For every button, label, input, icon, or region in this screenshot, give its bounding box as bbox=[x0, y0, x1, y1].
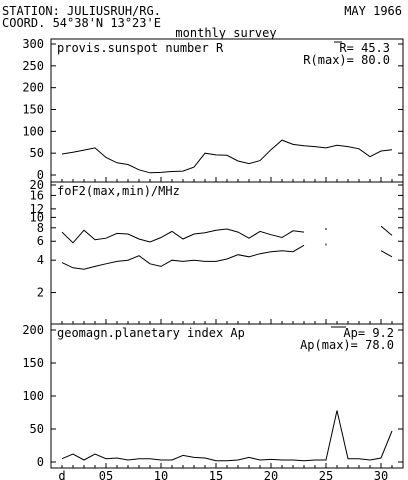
fof2-ytick-label: 16 bbox=[30, 188, 44, 202]
fof2-series-1-line bbox=[380, 225, 393, 236]
ap-xtick-label: 10 bbox=[154, 469, 168, 480]
sunspot-ytick-label: 50 bbox=[30, 146, 44, 160]
ap-ytick-label: 200 bbox=[22, 323, 44, 337]
sunspot-ytick-label: 250 bbox=[22, 59, 44, 73]
ap-xtick-label: 30 bbox=[374, 469, 388, 480]
ap-xtick-label: 25 bbox=[319, 469, 333, 480]
fof2-ytick-label: 8 bbox=[37, 221, 44, 235]
fof2-series-2-point bbox=[325, 243, 327, 246]
ap-series-1-line bbox=[61, 410, 393, 462]
fof2-series-1-line bbox=[61, 228, 305, 244]
ap-panel-title: geomagn.planetary index Ap bbox=[57, 326, 245, 340]
sunspot-ytick-label: 0 bbox=[37, 168, 44, 182]
coord-label: COORD. 54°38'N 13°23'E bbox=[2, 16, 161, 30]
fof2-ytick-label: 6 bbox=[37, 234, 44, 248]
sunspot-ytick-label: 200 bbox=[22, 81, 44, 95]
ap-max-stat: Ap(max)= 78.0 bbox=[300, 338, 394, 352]
subtitle-label: monthly survey bbox=[175, 26, 276, 40]
ap-mean-stat: Ap= 9.2 bbox=[343, 326, 394, 340]
fof2-ytick-label: 20 bbox=[30, 178, 44, 192]
sunspot-ytick-label: 300 bbox=[22, 37, 44, 51]
fof2-series-2-line bbox=[380, 250, 393, 258]
fof2-ytick-label: 4 bbox=[37, 253, 44, 267]
ap-ytick-label: 100 bbox=[22, 389, 44, 403]
station-label: STATION: JULIUSRUH/RG. bbox=[2, 4, 161, 18]
sunspot-ytick-label: 150 bbox=[22, 103, 44, 117]
ap-ytick-label: 0 bbox=[37, 455, 44, 469]
fof2-ytick-label: 12 bbox=[30, 202, 44, 216]
sunspot-panel-title: provis.sunspot number R bbox=[57, 41, 224, 55]
ap-xtick-label: 20 bbox=[264, 469, 278, 480]
fof2-panel-frame bbox=[50, 181, 404, 325]
fof2-series-2-line bbox=[61, 244, 305, 270]
ap-xtick-label: d bbox=[58, 469, 65, 480]
fof2-ytick-label: 10 bbox=[30, 210, 44, 224]
sunspot-series-1-line bbox=[61, 139, 393, 174]
ap-ytick-label: 50 bbox=[30, 422, 44, 436]
fof2-series-1-point bbox=[325, 228, 327, 230]
sunspot-mean-stat: R= 45.3 bbox=[339, 41, 390, 55]
fof2-ytick-label: 2 bbox=[37, 286, 44, 300]
date-label: MAY 1966 bbox=[344, 4, 402, 18]
fof2-panel-title: foF2(max,min)/MHz bbox=[57, 184, 180, 198]
sunspot-max-stat: R(max)= 80.0 bbox=[303, 53, 390, 67]
sunspot-ytick-label: 100 bbox=[22, 124, 44, 138]
ap-xtick-label: 05 bbox=[99, 469, 113, 480]
ap-ytick-label: 150 bbox=[22, 356, 44, 370]
ap-xtick-label: 15 bbox=[209, 469, 223, 480]
